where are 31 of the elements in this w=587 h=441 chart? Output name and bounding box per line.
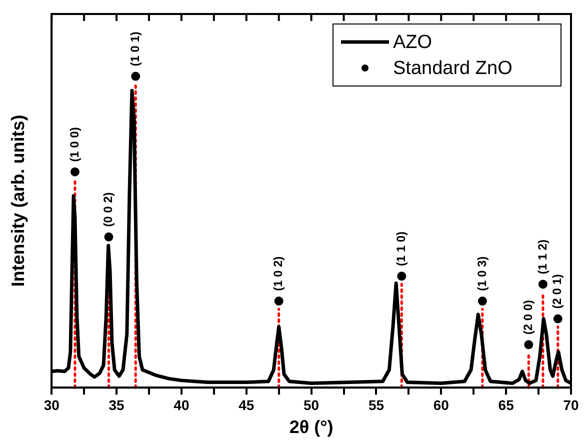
point bbox=[538, 280, 548, 289]
annotation: (2 0 1) bbox=[550, 274, 564, 309]
annotation: (1 0 0) bbox=[67, 127, 82, 162]
annotation: (1 1 2) bbox=[535, 240, 550, 274]
x-tick-label: 30 bbox=[44, 396, 60, 413]
point bbox=[131, 72, 140, 81]
point bbox=[70, 167, 80, 176]
annotation: (0 0 2) bbox=[101, 192, 116, 227]
annotation: (1 1 0) bbox=[394, 231, 408, 266]
x-tick-label: 70 bbox=[563, 396, 579, 413]
annotation: (2 0 0) bbox=[520, 300, 535, 335]
x-axis-title: 2θ (°) bbox=[289, 417, 334, 438]
point bbox=[553, 314, 562, 324]
x-tick-label: 65 bbox=[498, 396, 514, 413]
annotation: (1 0 2) bbox=[271, 256, 286, 292]
x-tick-label: 35 bbox=[108, 396, 125, 413]
point bbox=[478, 296, 487, 306]
point bbox=[524, 340, 534, 350]
x-tick-label: 55 bbox=[368, 396, 384, 413]
legend-label: AZO bbox=[393, 32, 432, 54]
point bbox=[397, 272, 406, 281]
x-tick-label: 40 bbox=[174, 396, 190, 413]
x-tick-label: 60 bbox=[433, 396, 450, 413]
annotation: (1 0 3) bbox=[474, 256, 489, 292]
point bbox=[104, 232, 114, 242]
annotation: (1 0 1) bbox=[128, 32, 142, 66]
y-axis-title: Intensity (arb. units) bbox=[8, 114, 28, 287]
x-tick-label: 45 bbox=[238, 396, 254, 413]
point bbox=[274, 296, 284, 306]
legend-label: Standard ZnO bbox=[393, 58, 512, 80]
x-tick-label: 50 bbox=[304, 396, 320, 413]
